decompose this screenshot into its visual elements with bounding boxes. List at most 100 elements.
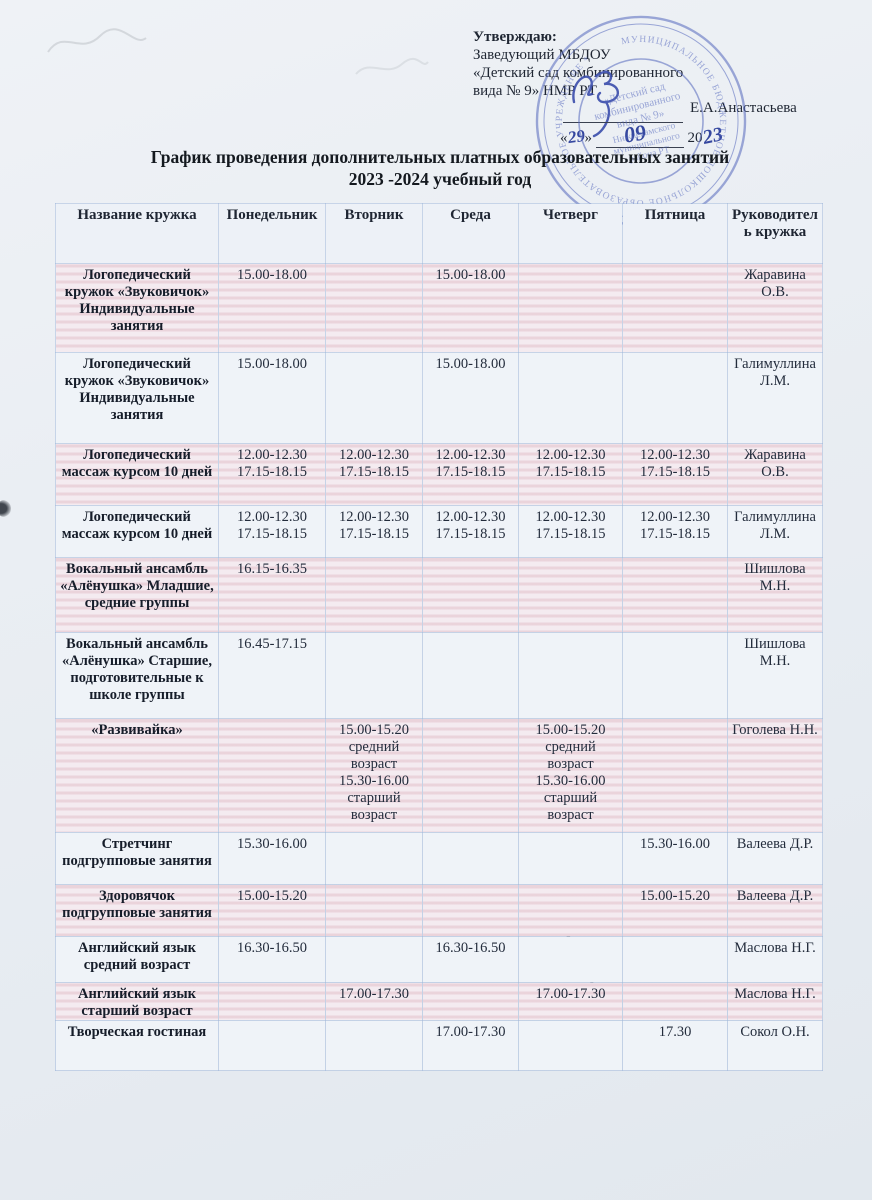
schedule-cell-thursday (518, 557, 623, 633)
schedule-cell-tuesday (325, 832, 423, 885)
leader-cell: Галимуллина Л.М. (727, 505, 823, 558)
schedule-cell-thursday (518, 632, 623, 719)
leader-cell: Галимуллина Л.М. (727, 352, 823, 444)
schedule-cell-monday (218, 1020, 326, 1071)
leader-cell: Валеева Д.Р. (727, 832, 823, 885)
club-name-cell: Вокальный ансамбль «Алёнушка» Младшие, с… (55, 557, 219, 633)
table-row: Логопедический кружок «Звуковичок» Индив… (55, 352, 823, 444)
club-name-cell: Логопедический кружок «Звуковичок» Индив… (55, 263, 219, 353)
schedule-cell-wednesday: 12.00-12.30 17.15-18.15 (422, 443, 519, 506)
schedule-cell-thursday (518, 832, 623, 885)
club-name-cell: Логопедический кружок «Звуковичок» Индив… (55, 352, 219, 444)
schedule-cell-tuesday (325, 1020, 423, 1071)
schedule-cell-tuesday: 17.00-17.30 (325, 982, 423, 1021)
schedule-cell-tuesday: 12.00-12.30 17.15-18.15 (325, 443, 423, 506)
schedule-cell-monday: 15.00-18.00 (218, 352, 326, 444)
schedule-cell-monday: 16.30-16.50 (218, 936, 326, 983)
schedule-cell-tuesday (325, 936, 423, 983)
schedule-cell-friday: 17.30 (622, 1020, 728, 1071)
schedule-cell-wednesday: 15.00-18.00 (422, 352, 519, 444)
table-row: Логопедический массаж курсом 10 дней 12.… (55, 443, 823, 506)
club-name-cell: Логопедический массаж курсом 10 дней (55, 505, 219, 558)
schedule-cell-wednesday (422, 832, 519, 885)
approval-label: Утверждаю: (473, 29, 557, 45)
schedule-cell-friday (622, 982, 728, 1021)
schedule-cell-wednesday (422, 982, 519, 1021)
club-name-cell: Творческая гостиная (55, 1020, 219, 1071)
table-row: Логопедический массаж курсом 10 дней 12.… (55, 505, 823, 558)
schedule-cell-tuesday: 12.00-12.30 17.15-18.15 (325, 505, 423, 558)
club-name-cell: Английский язык старший возраст (55, 982, 219, 1021)
schedule-cell-friday (622, 263, 728, 353)
schedule-cell-friday: 12.00-12.30 17.15-18.15 (622, 443, 728, 506)
schedule-cell-friday (622, 936, 728, 983)
approval-line: вида № 9» НМР РТ (473, 83, 597, 99)
schedule-cell-thursday: 17.00-17.30 (518, 982, 623, 1021)
edge-ink-blot (0, 500, 11, 517)
leader-cell: Валеева Д.Р. (727, 884, 823, 937)
schedule-table: Название кружка Понедельник Вторник Сред… (55, 203, 823, 1071)
schedule-cell-tuesday (325, 263, 423, 353)
schedule-cell-tuesday: 15.00-15.20 средний возраст 15.30-16.00 … (325, 718, 423, 833)
schedule-cell-tuesday (325, 632, 423, 719)
table-row: Творческая гостиная 17.00-17.30 17.30 Со… (55, 1020, 823, 1071)
schedule-cell-thursday: 15.00-15.20 средний возраст 15.30-16.00 … (518, 718, 623, 833)
header-cell-tuesday: Вторник (325, 203, 423, 264)
schedule-cell-friday (622, 557, 728, 633)
table-row: Здоровячок подгрупповые занятия 15.00-15… (55, 884, 823, 937)
schedule-cell-thursday (518, 352, 623, 444)
club-name-cell: «Развивайка» (55, 718, 219, 833)
header-cell-monday: Понедельник (218, 203, 326, 264)
title-line-1: График проведения дополнительных платных… (150, 147, 730, 167)
header-cell-wednesday: Среда (422, 203, 519, 264)
schedule-cell-friday (622, 718, 728, 833)
schedule-cell-friday (622, 352, 728, 444)
schedule-cell-monday (218, 982, 326, 1021)
schedule-cell-wednesday: 12.00-12.30 17.15-18.15 (422, 505, 519, 558)
club-name-cell: Логопедический массаж курсом 10 дней (55, 443, 219, 506)
approval-block: Утверждаю: Заведующий МБДОУ «Детский сад… (473, 28, 713, 100)
schedule-cell-thursday: 12.00-12.30 17.15-18.15 (518, 443, 623, 506)
schedule-cell-tuesday (325, 884, 423, 937)
schedule-cell-thursday (518, 936, 623, 983)
schedule-cell-friday: 12.00-12.30 17.15-18.15 (622, 505, 728, 558)
schedule-cell-wednesday: 17.00-17.30 (422, 1020, 519, 1071)
schedule-cell-wednesday (422, 632, 519, 719)
schedule-cell-friday (622, 632, 728, 719)
signature-line (563, 100, 683, 123)
scan-scuff-mark (355, 57, 429, 75)
table-header-row: Название кружка Понедельник Вторник Сред… (55, 203, 823, 264)
club-name-cell: Здоровячок подгрупповые занятия (55, 884, 219, 937)
schedule-cell-thursday (518, 263, 623, 353)
schedule-cell-wednesday (422, 718, 519, 833)
header-cell-name: Название кружка (55, 203, 219, 264)
table-row: Вокальный ансамбль «Алёнушка» Младшие, с… (55, 557, 823, 633)
schedule-cell-wednesday (422, 884, 519, 937)
schedule-cell-tuesday (325, 352, 423, 444)
table-row: «Развивайка» 15.00-15.20 средний возраст… (55, 718, 823, 833)
schedule-cell-wednesday (422, 557, 519, 633)
table-row: Английский язык средний возраст 16.30-16… (55, 936, 823, 983)
table-row: Логопедический кружок «Звуковичок» Индив… (55, 263, 823, 353)
table-row: Стретчинг подгрупповые занятия 15.30-16.… (55, 832, 823, 885)
schedule-cell-wednesday: 15.00-18.00 (422, 263, 519, 353)
approval-line: «Детский сад комбинированного (473, 65, 684, 81)
schedule-cell-monday: 12.00-12.30 17.15-18.15 (218, 505, 326, 558)
schedule-cell-thursday (518, 1020, 623, 1071)
table-row: Вокальный ансамбль «Алёнушка» Старшие, п… (55, 632, 823, 719)
leader-cell: Жаравина О.В. (727, 263, 823, 353)
schedule-cell-friday: 15.30-16.00 (622, 832, 728, 885)
document-title: График проведения дополнительных платных… (60, 146, 820, 190)
header-cell-thursday: Четверг (518, 203, 623, 264)
club-name-cell: Стретчинг подгрупповые занятия (55, 832, 219, 885)
handwritten-month: 09 (621, 119, 648, 148)
header-cell-friday: Пятница (622, 203, 728, 264)
schedule-cell-monday: 15.00-15.20 (218, 884, 326, 937)
scan-scuff-mark (47, 28, 147, 53)
club-name-cell: Вокальный ансамбль «Алёнушка» Старшие, п… (55, 632, 219, 719)
leader-cell: Гоголева Н.Н. (727, 718, 823, 833)
schedule-cell-monday (218, 718, 326, 833)
schedule-cell-tuesday (325, 557, 423, 633)
signatory-name: Е.А.Анастасьева (690, 100, 797, 116)
